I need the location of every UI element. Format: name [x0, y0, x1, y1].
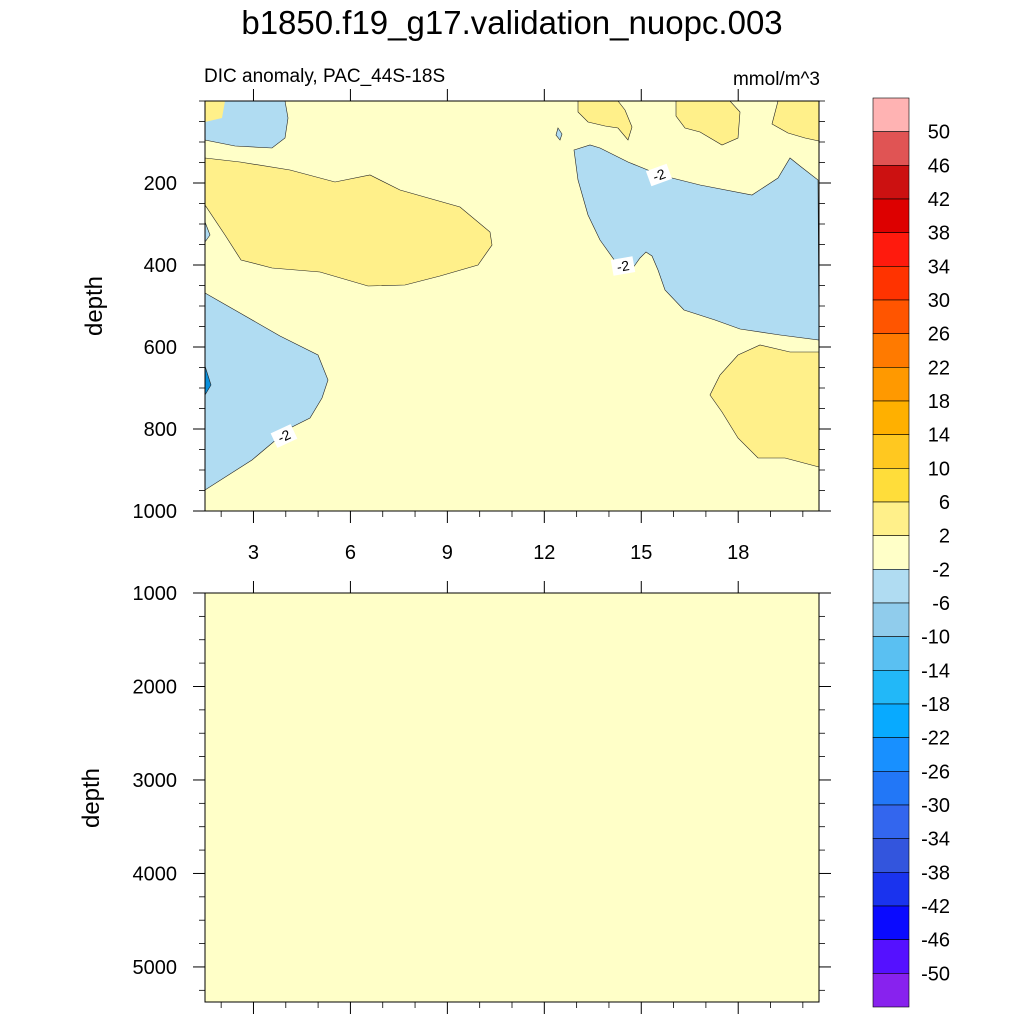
- top-ytick-label-4: 1000: [133, 501, 178, 523]
- colorbar-label-1: 46: [928, 155, 950, 177]
- colorbar-box-15: [872, 602, 910, 637]
- top-ytick-label-3: 800: [144, 419, 177, 441]
- colorbar-box-10: [872, 434, 910, 469]
- colorbar-box-19: [872, 737, 910, 772]
- colorbar-box-2: [872, 165, 910, 200]
- colorbar-box-14: [872, 569, 910, 604]
- bottom-ylabel: depth: [78, 768, 105, 828]
- bottom-ytick-label-2: 3000: [133, 770, 178, 792]
- top-panel-ticks: 3 6 9 12 15 18 200 400 600 800 1000: [133, 89, 831, 564]
- colorbar: 50 46 42 38 34 30 26 22 18 14 10 6 2 -2 -6 -10 -14 -18 -22…: [872, 97, 950, 1008]
- colorbar-box-22: [872, 838, 910, 873]
- bottom-ytick-label-3: 4000: [133, 863, 178, 885]
- colorbar-label-17: -18: [921, 694, 950, 716]
- top-contour-labels: -2 -2 -2: [270, 163, 673, 448]
- colorbar-box-1: [872, 131, 910, 166]
- colorbar-box-16: [872, 636, 910, 671]
- colorbar-label-10: 10: [928, 458, 950, 480]
- bottom-ytick-label-4: 5000: [133, 957, 178, 979]
- contour-label-1: -2: [650, 165, 667, 184]
- top-xtick-label-2: 9: [442, 542, 453, 564]
- contour-blue-speck: [555, 127, 563, 141]
- colorbar-label-2: 42: [928, 189, 950, 211]
- colorbar-box-6: [872, 299, 910, 334]
- colorbar-box-24: [872, 905, 910, 940]
- colorbar-box-26: [872, 973, 910, 1008]
- contour-yellow-lower-right: [709, 344, 820, 468]
- colorbar-label-6: 26: [928, 324, 950, 346]
- contour-yellow-upper-left: [204, 157, 493, 287]
- bottom-panel: 1000 2000 3000 4000 5000 depth: [78, 581, 831, 1014]
- colorbar-label-19: -26: [921, 761, 950, 783]
- units-label: mmol/m^3: [733, 69, 820, 90]
- colorbar-box-25: [872, 939, 910, 974]
- contour-label-box-3: [270, 424, 298, 448]
- contour-blue-lower-left: [204, 292, 329, 491]
- bottom-ytick-label-0: 1000: [133, 583, 178, 605]
- colorbar-box-13: [872, 535, 910, 570]
- top-ytick-label-0: 200: [144, 173, 177, 195]
- colorbar-label-18: -22: [921, 728, 950, 750]
- colorbar-label-15: -10: [921, 627, 950, 649]
- colorbar-box-11: [872, 468, 910, 503]
- contour-yellow-top-2: [675, 100, 741, 146]
- colorbar-box-0: [872, 97, 910, 132]
- top-ytick-label-1: 400: [144, 255, 177, 277]
- bottom-ytick-label-1: 2000: [133, 676, 178, 698]
- colorbar-label-14: -6: [932, 593, 950, 615]
- colorbar-label-5: 30: [928, 290, 950, 312]
- colorbar-box-23: [872, 872, 910, 907]
- bottom-panel-ticks: 1000 2000 3000 4000 5000: [133, 581, 831, 1014]
- top-panel-contours: [204, 100, 820, 491]
- colorbar-box-5: [872, 266, 910, 301]
- colorbar-box-17: [872, 670, 910, 705]
- top-ylabel: depth: [81, 276, 108, 336]
- contour-blue-top-left: [204, 100, 289, 149]
- top-ytick-label-2: 600: [144, 337, 177, 359]
- colorbar-box-3: [872, 198, 910, 233]
- colorbar-label-16: -14: [921, 660, 950, 682]
- chart-subtitle: DIC anomaly, PAC_44S-18S: [204, 66, 445, 87]
- colorbar-box-9: [872, 400, 910, 435]
- colorbar-box-20: [872, 771, 910, 806]
- colorbar-label-3: 38: [928, 223, 950, 245]
- colorbar-label-8: 18: [928, 391, 950, 413]
- colorbar-label-0: 50: [928, 122, 950, 144]
- top-panel: -2 -2 -2 3 6 9 12 15 18 200 400 600 800 1000 depth: [81, 89, 831, 564]
- colorbar-label-25: -50: [921, 963, 950, 985]
- top-xtick-label-4: 15: [630, 542, 652, 564]
- colorbar-label-11: 6: [939, 492, 950, 514]
- contour-label-box-1: [645, 163, 673, 187]
- contour-label-box-2: [610, 256, 636, 276]
- top-xtick-label-0: 3: [248, 542, 259, 564]
- colorbar-label-22: -38: [921, 862, 950, 884]
- contour-label-2: -2: [615, 257, 630, 275]
- colorbar-label-23: -42: [921, 896, 950, 918]
- colorbar-label-4: 34: [928, 256, 950, 278]
- colorbar-box-4: [872, 232, 910, 267]
- colorbar-box-7: [872, 333, 910, 368]
- colorbar-label-24: -46: [921, 930, 950, 952]
- chart-title: b1850.f19_g17.validation_nuopc.003: [241, 4, 782, 41]
- colorbar-label-7: 22: [928, 357, 950, 379]
- top-xtick-label-1: 6: [345, 542, 356, 564]
- colorbar-label-20: -30: [921, 795, 950, 817]
- contour-yellow-top-left: [205, 101, 225, 122]
- contour-yellow-top-1: [577, 100, 633, 141]
- colorbar-box-18: [872, 703, 910, 738]
- top-xtick-label-3: 12: [533, 542, 555, 564]
- colorbar-label-21: -34: [921, 829, 950, 851]
- colorbar-label-12: 2: [939, 526, 950, 548]
- bottom-panel-background: [205, 593, 819, 1002]
- colorbar-label-13: -2: [932, 559, 950, 581]
- colorbar-box-21: [872, 804, 910, 839]
- top-xtick-label-5: 18: [727, 542, 749, 564]
- colorbar-label-9: 14: [928, 425, 950, 447]
- colorbar-box-8: [872, 367, 910, 402]
- colorbar-box-12: [872, 501, 910, 536]
